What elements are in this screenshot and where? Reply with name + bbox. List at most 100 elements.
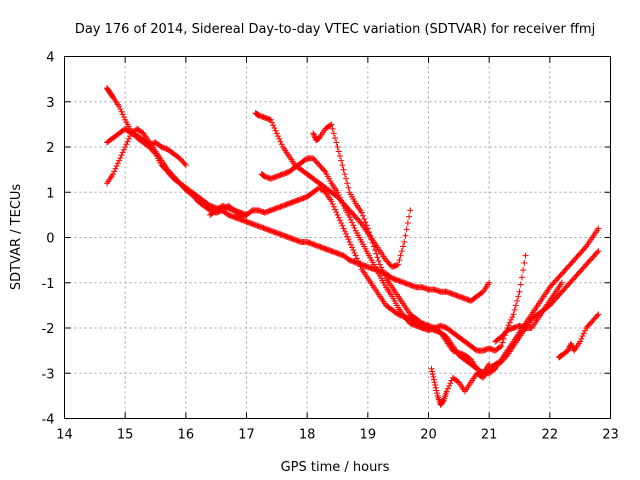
data-point bbox=[335, 148, 342, 155]
data-point bbox=[123, 141, 130, 148]
grid bbox=[64, 56, 611, 419]
data-point bbox=[310, 130, 317, 137]
data-point bbox=[328, 198, 335, 205]
data-point bbox=[358, 209, 365, 216]
data-point bbox=[333, 139, 340, 146]
data-point bbox=[355, 258, 362, 265]
data-point bbox=[568, 340, 575, 347]
data-point bbox=[366, 229, 373, 236]
data-point bbox=[378, 264, 385, 271]
x-tick-label: 22 bbox=[542, 428, 559, 443]
data-point bbox=[373, 250, 380, 257]
data-point bbox=[352, 252, 359, 259]
data-point bbox=[276, 135, 283, 142]
data-point bbox=[340, 225, 347, 232]
data-point bbox=[342, 230, 349, 237]
data-point bbox=[329, 125, 336, 132]
data-point bbox=[400, 243, 407, 250]
data-point bbox=[277, 138, 284, 145]
data-point bbox=[514, 297, 521, 304]
x-tick-label: 21 bbox=[481, 428, 498, 443]
series-arc-i bbox=[492, 279, 565, 345]
data-point bbox=[334, 144, 341, 150]
series-arc-a bbox=[103, 85, 250, 221]
data-point bbox=[338, 197, 345, 204]
data-point bbox=[522, 252, 529, 259]
data-point bbox=[110, 171, 117, 178]
data-point bbox=[119, 149, 126, 156]
data-point bbox=[511, 306, 518, 313]
data-point bbox=[339, 162, 346, 169]
data-point bbox=[328, 121, 335, 128]
data-point bbox=[577, 338, 584, 345]
data-point bbox=[117, 154, 124, 161]
data-point bbox=[379, 267, 386, 274]
data-point bbox=[351, 224, 358, 231]
data-point bbox=[364, 225, 371, 232]
data-point bbox=[119, 111, 126, 118]
data-point bbox=[359, 212, 366, 219]
data-point bbox=[398, 248, 405, 255]
data-point bbox=[428, 365, 435, 372]
data-point bbox=[349, 219, 356, 226]
data-point bbox=[340, 166, 347, 173]
x-tick-label: 14 bbox=[56, 428, 73, 443]
data-point bbox=[345, 236, 352, 243]
data-point bbox=[396, 257, 403, 264]
x-axis: 14 15 16 17 18 19 20 21 22 23 bbox=[56, 56, 619, 443]
data-point bbox=[349, 244, 356, 251]
data-point bbox=[270, 122, 277, 129]
data-point bbox=[350, 247, 357, 254]
data-point bbox=[381, 272, 388, 279]
data-point bbox=[515, 293, 522, 300]
data-point bbox=[347, 216, 354, 223]
data-point bbox=[339, 222, 346, 229]
data-point bbox=[336, 153, 343, 160]
data-point bbox=[403, 226, 410, 233]
data-point bbox=[582, 327, 589, 334]
data-point bbox=[111, 168, 118, 175]
y-axis: -4 -3 -2 -1 0 1 2 3 4 bbox=[42, 51, 611, 428]
data-point bbox=[122, 144, 129, 150]
data-point bbox=[332, 206, 339, 213]
data-point bbox=[267, 116, 274, 123]
data-point bbox=[335, 191, 342, 198]
data-point bbox=[333, 209, 340, 216]
data-point bbox=[404, 220, 411, 227]
chart-title: Day 176 of 2014, Sidereal Day-to-day VTE… bbox=[75, 22, 595, 37]
data-point bbox=[114, 160, 121, 167]
data-point bbox=[272, 127, 279, 134]
x-tick-label: 19 bbox=[360, 428, 377, 443]
data-point bbox=[430, 373, 437, 380]
data-point bbox=[311, 133, 318, 140]
data-point bbox=[341, 228, 348, 235]
series-arc-e bbox=[252, 110, 414, 270]
y-tick-label: 4 bbox=[46, 51, 54, 66]
data-point bbox=[342, 175, 349, 182]
data-point bbox=[117, 105, 124, 112]
data-point bbox=[510, 311, 517, 318]
data-point bbox=[446, 382, 453, 389]
data-point bbox=[334, 189, 341, 196]
data-point bbox=[182, 162, 189, 169]
data-point bbox=[351, 249, 358, 256]
data-point bbox=[595, 248, 602, 255]
data-point bbox=[332, 134, 339, 141]
data-point bbox=[336, 217, 343, 224]
data-point bbox=[375, 258, 382, 265]
data-point bbox=[497, 344, 504, 351]
x-tick-label: 16 bbox=[178, 428, 195, 443]
data-point bbox=[369, 239, 376, 246]
series-arc-h bbox=[428, 248, 602, 408]
data-point bbox=[321, 167, 328, 174]
data-point bbox=[506, 319, 513, 326]
data-point bbox=[125, 135, 132, 142]
data-point bbox=[517, 281, 524, 288]
data-point bbox=[508, 316, 515, 323]
data-point bbox=[118, 108, 125, 115]
data-point bbox=[368, 236, 375, 243]
data-point bbox=[402, 232, 409, 239]
data-point bbox=[578, 335, 585, 342]
data-point bbox=[444, 385, 451, 392]
data-point bbox=[275, 133, 282, 140]
